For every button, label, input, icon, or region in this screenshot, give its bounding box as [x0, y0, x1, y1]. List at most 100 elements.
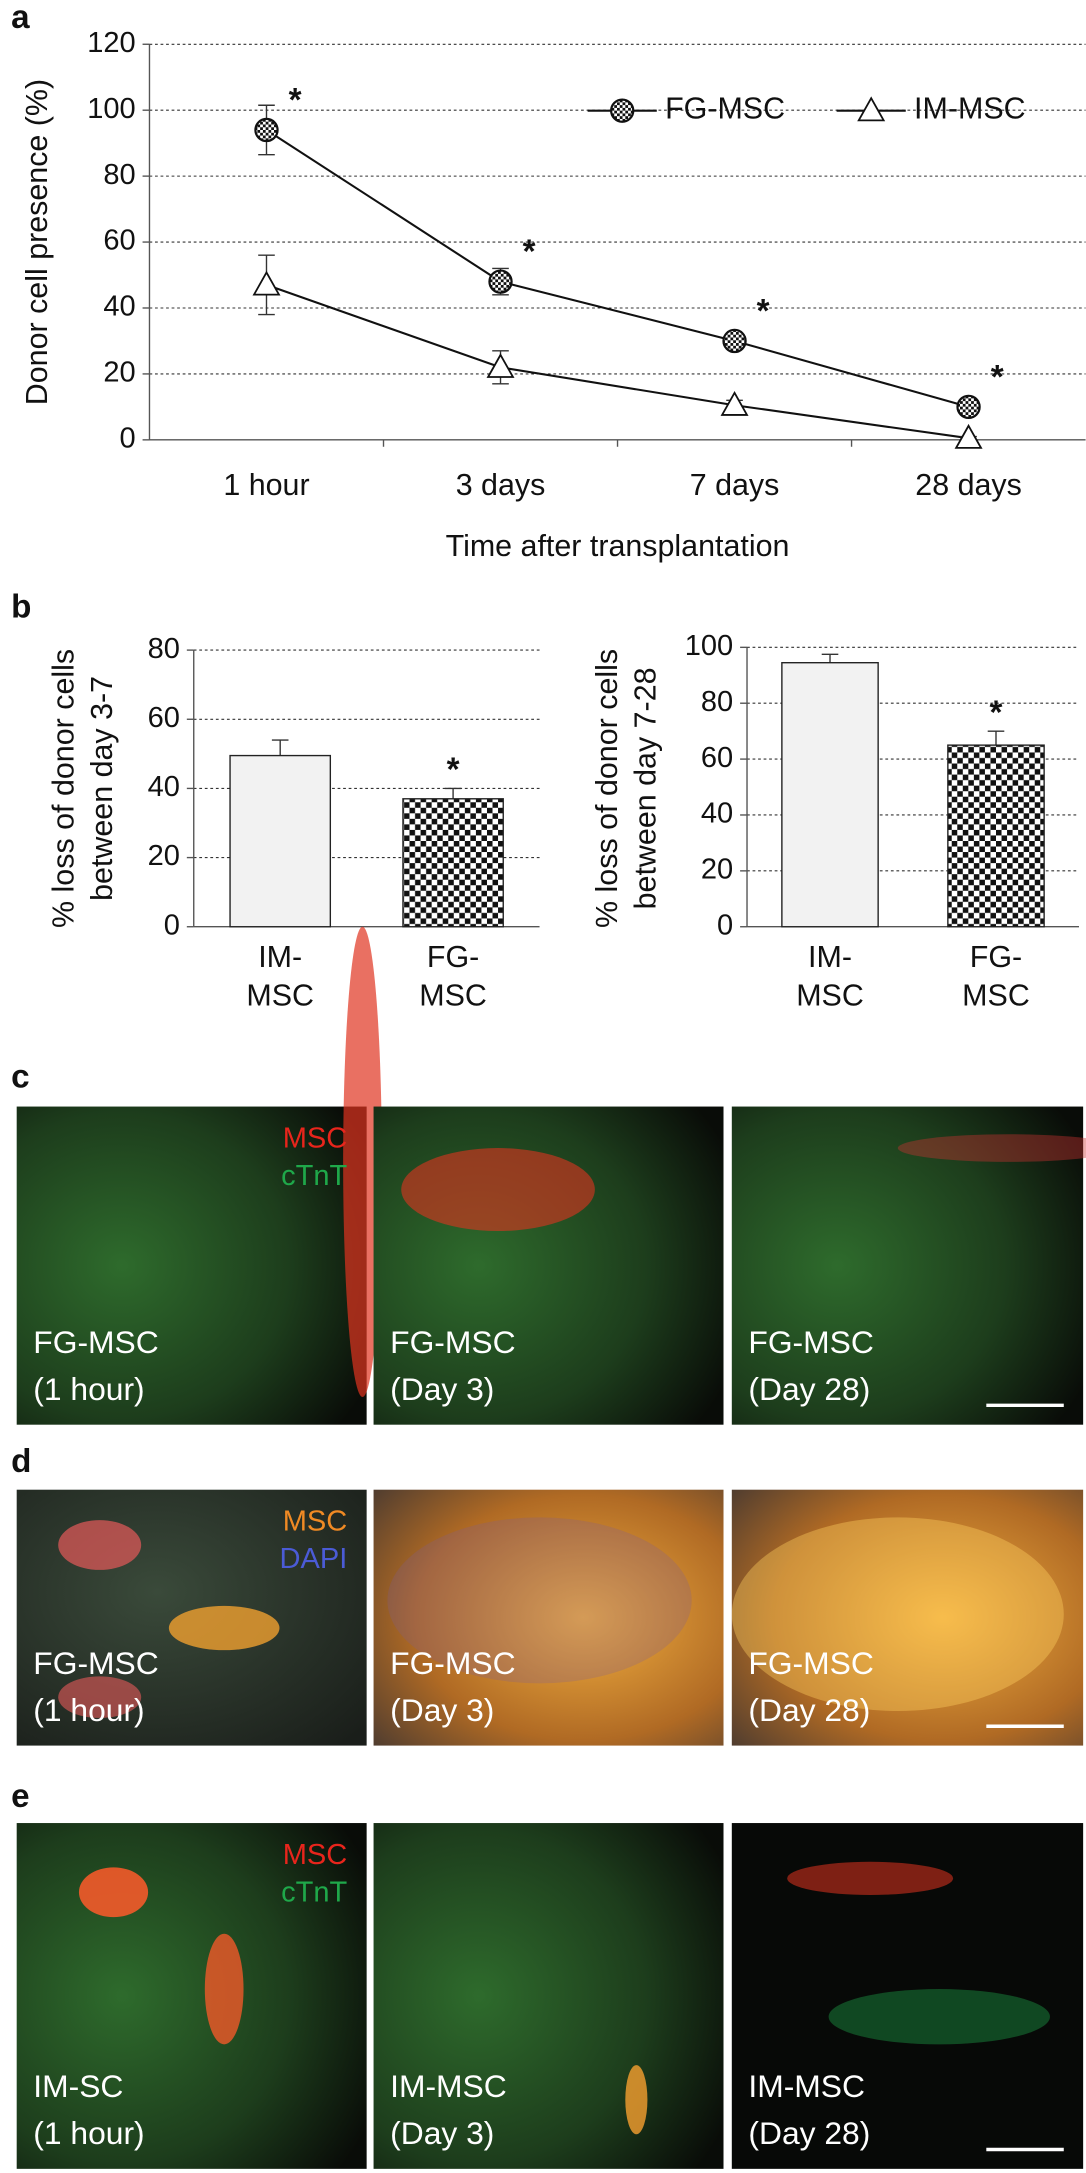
significance-label: * — [523, 234, 536, 271]
image-time: (Day 3) — [390, 1692, 494, 1728]
significance-label: * — [991, 359, 1004, 396]
y-axis-title: Donor cell presence (%) — [20, 79, 54, 405]
image-time: (Day 3) — [390, 2115, 494, 2151]
x-tick-label: 7 days — [690, 468, 780, 502]
image-label: FG-MSC — [390, 1324, 515, 1360]
image-label: FG-MSC — [748, 1645, 873, 1681]
y-tick-label: 0 — [717, 909, 733, 941]
micrograph — [731, 1106, 1084, 1425]
micrograph-signal — [787, 1861, 954, 1895]
stain-label: MSC — [283, 1506, 348, 1538]
micrograph-signal — [343, 926, 382, 1398]
x-tick-label-box: IM-MSC — [796, 939, 864, 1013]
y-tick-label: 0 — [119, 423, 135, 455]
bar — [229, 754, 332, 928]
y-tick-label: 120 — [87, 27, 135, 59]
image-time: (Day 28) — [748, 2115, 870, 2151]
y-tick-label: 40 — [103, 291, 135, 323]
y-tick-label: 60 — [148, 702, 180, 734]
image-label: IM-SC — [33, 2068, 123, 2104]
y-tick-label: 40 — [148, 771, 180, 803]
stain-label: MSC — [283, 1122, 348, 1154]
marker — [720, 390, 749, 416]
y-tick-label: 60 — [701, 742, 733, 774]
legend-label: FG-MSC — [665, 92, 785, 126]
legend-marker — [610, 98, 635, 123]
x-tick-label-box: FG-MSC — [962, 939, 1030, 1012]
image-label: FG-MSC — [33, 1324, 158, 1360]
micrograph-signal — [625, 2065, 648, 2135]
series-line — [265, 129, 969, 408]
image-label: FG-MSC — [390, 1645, 515, 1681]
image-time: (1 hour) — [33, 1692, 144, 1728]
y-tick-label: 80 — [103, 159, 135, 191]
significance-label: * — [757, 293, 770, 330]
bar — [781, 662, 879, 928]
micrograph-signal — [387, 1517, 692, 1684]
y-tick-label: 20 — [103, 357, 135, 389]
panel-letter: b — [11, 588, 31, 625]
x-tick-label: 28 days — [915, 468, 1022, 502]
image-time: (Day 3) — [390, 1371, 494, 1407]
panel-letter: e — [11, 1778, 29, 1815]
image-time: (Day 28) — [748, 1692, 870, 1728]
marker — [722, 328, 747, 354]
y-axis-title-box: % loss of donor cells between day 3-7 — [46, 649, 119, 928]
marker — [954, 423, 983, 449]
micrograph-signal — [58, 1520, 142, 1570]
legend-label: IM-MSC — [914, 92, 1026, 126]
micrograph-signal — [58, 1676, 142, 1718]
x-tick-label: FG-MSC — [419, 939, 487, 1013]
marker — [488, 269, 513, 294]
micrograph — [373, 1489, 724, 1746]
micrograph-signal — [897, 1134, 1086, 1162]
y-tick-label: 80 — [701, 686, 733, 718]
significance-label: * — [990, 694, 1003, 731]
y-tick-label: 100 — [87, 93, 135, 125]
x-tick-label-box: FG-MSC — [419, 939, 487, 1013]
micrograph-signal — [204, 1933, 244, 2045]
image-time: (1 hour) — [33, 2115, 144, 2151]
y-tick-label: 20 — [701, 854, 733, 886]
x-tick-label-box: IM-MSC — [246, 939, 314, 1013]
micrograph-signal — [731, 1517, 1064, 1712]
image-time: (Day 28) — [748, 1371, 870, 1407]
marker — [252, 270, 281, 296]
image-time: (1 hour) — [33, 1371, 144, 1407]
micrograph — [16, 1106, 367, 1425]
significance-label: * — [289, 82, 302, 119]
image-label: IM-MSC — [748, 2068, 865, 2104]
error-bar — [821, 653, 839, 663]
x-tick-label: IM-MSC — [246, 939, 314, 1013]
x-tick-label: IM-MSC — [796, 939, 864, 1013]
x-tick-label: 1 hour — [223, 468, 309, 502]
image-label: IM-MSC — [390, 2068, 507, 2104]
y-tick-label: 20 — [148, 840, 180, 872]
legend-marker — [857, 96, 886, 122]
y-tick-label: 0 — [164, 909, 180, 941]
image-label: FG-MSC — [748, 1324, 873, 1360]
image-label: FG-MSC — [33, 1645, 158, 1681]
y-tick-label: 60 — [103, 225, 135, 257]
stain-label: MSC — [283, 1839, 348, 1871]
x-axis-title: Time after transplantation — [446, 529, 790, 563]
stain-label: cTnT — [281, 1160, 347, 1192]
x-tick-label: 3 days — [456, 468, 546, 502]
micrograph-signal — [168, 1605, 280, 1651]
error-bar — [444, 787, 462, 799]
panel-letter: d — [11, 1443, 31, 1480]
significance-label: * — [447, 752, 460, 789]
y-axis-title: % loss of donor cells between day 7-28 — [589, 648, 663, 928]
bar — [402, 798, 504, 928]
micrograph-signal — [401, 1148, 595, 1232]
y-tick-label: 40 — [701, 798, 733, 830]
micrograph — [373, 1823, 724, 2169]
marker — [254, 117, 279, 143]
panel-letter: a — [11, 0, 30, 36]
micrograph — [16, 1823, 367, 2169]
y-tick-label: 100 — [685, 630, 733, 662]
micrograph-signal — [828, 1989, 1050, 2045]
bar — [947, 744, 1045, 928]
panel-letter: c — [11, 1059, 29, 1096]
